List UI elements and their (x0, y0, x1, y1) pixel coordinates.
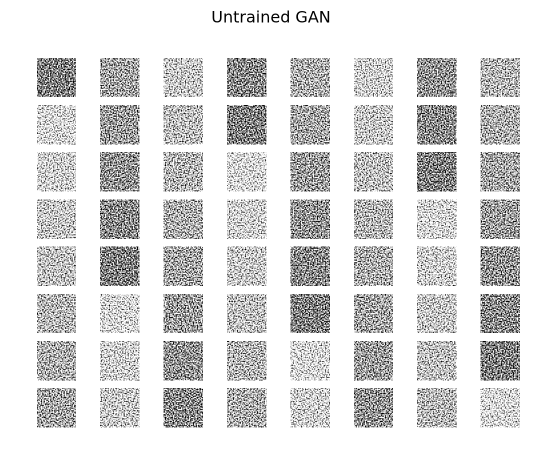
noise-image (227, 246, 267, 286)
noise-image (480, 341, 520, 381)
noise-image (227, 199, 267, 239)
noise-image (417, 105, 457, 145)
noise-image (227, 105, 267, 145)
noise-image (480, 152, 520, 192)
noise-image (100, 152, 140, 192)
noise-image (417, 388, 457, 428)
noise-image (100, 58, 140, 97)
noise-image (37, 58, 76, 97)
noise-image (227, 58, 267, 97)
noise-image (290, 246, 330, 286)
noise-image (37, 199, 76, 239)
noise-image (480, 199, 520, 239)
noise-image (354, 294, 393, 333)
noise-image (37, 341, 76, 381)
noise-image (100, 341, 140, 381)
noise-image (227, 152, 267, 192)
noise-image (290, 199, 330, 239)
noise-image (290, 388, 330, 428)
noise-image (480, 105, 520, 145)
noise-image (417, 199, 457, 239)
noise-image (417, 294, 457, 333)
noise-image (100, 246, 140, 286)
noise-image (37, 105, 76, 145)
noise-image (100, 294, 140, 333)
noise-image (100, 388, 140, 428)
noise-image (37, 294, 76, 333)
noise-image (163, 341, 203, 381)
noise-image (163, 246, 203, 286)
noise-image (163, 199, 203, 239)
noise-image (290, 105, 330, 145)
noise-image (354, 341, 393, 381)
noise-image (227, 341, 267, 381)
noise-image (354, 246, 393, 286)
noise-image (227, 388, 267, 428)
noise-image (163, 152, 203, 192)
noise-image (37, 388, 76, 428)
noise-image (100, 105, 140, 145)
noise-image (354, 105, 393, 145)
image-grid (37, 58, 520, 428)
noise-image (480, 294, 520, 333)
noise-image (480, 58, 520, 97)
noise-image (290, 152, 330, 192)
noise-image (354, 199, 393, 239)
noise-image (163, 58, 203, 97)
noise-image (354, 152, 393, 192)
noise-image (354, 388, 393, 428)
noise-image (100, 199, 140, 239)
noise-image (480, 246, 520, 286)
figure-title: Untrained GAN (211, 8, 331, 27)
noise-image (290, 294, 330, 333)
noise-image (163, 294, 203, 333)
noise-image (163, 388, 203, 428)
noise-image (163, 105, 203, 145)
noise-image (37, 152, 76, 192)
noise-image (37, 246, 76, 286)
noise-image (417, 341, 457, 381)
noise-image (417, 58, 457, 97)
noise-image (480, 388, 520, 428)
noise-image (290, 341, 330, 381)
noise-image (227, 294, 267, 333)
noise-image (290, 58, 330, 97)
noise-image (354, 58, 393, 97)
noise-image (417, 246, 457, 286)
noise-image (417, 152, 457, 192)
